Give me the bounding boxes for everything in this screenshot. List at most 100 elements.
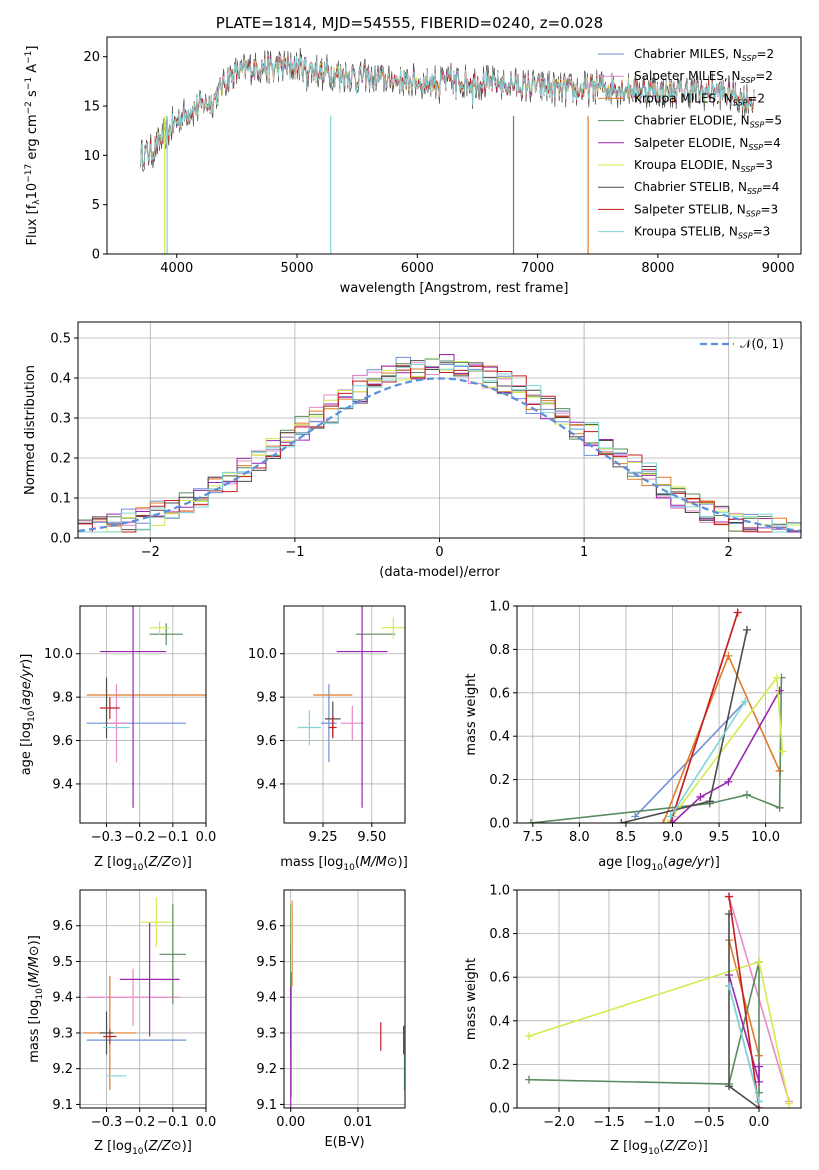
- label-part: age [log: [19, 722, 34, 775]
- y-tick-label: 0.2: [50, 452, 71, 467]
- weight-marker: [666, 812, 675, 821]
- x-axis-label: Z [log10(Z/Z⊙)]: [94, 855, 192, 873]
- legend-entry: Chabrier MILES, NSSP=2: [634, 47, 774, 63]
- weight-line-8: [728, 896, 760, 1108]
- label-part: (: [144, 855, 149, 870]
- label-part: Z [log: [610, 1139, 648, 1154]
- legend-sub: SSP: [747, 187, 762, 196]
- weight-marker: [755, 1097, 763, 1106]
- axes-frame: [106, 36, 802, 255]
- spectrum-line-7: [140, 47, 755, 172]
- spectrum-lines: [140, 47, 755, 254]
- axes-frame: [79, 889, 207, 1109]
- label-part: Flux [f: [25, 204, 40, 245]
- x-axis-label: mass [log10(M/M⊙)]: [280, 855, 408, 873]
- x-tick-label: 5000: [280, 261, 313, 276]
- label-part: )]: [182, 1139, 192, 1154]
- x-tick-label: 0.0: [749, 1115, 770, 1130]
- x-axis-label: Z [log10(Z/Z⊙)]: [94, 1139, 192, 1157]
- weight-marker: [772, 673, 781, 682]
- y-tick-label: 20: [83, 50, 100, 65]
- x-tick-label: 8.0: [569, 830, 590, 845]
- y-tick-label: 0.0: [50, 532, 71, 547]
- y-tick-label: 9.1: [52, 1098, 73, 1113]
- label-italic: M/M⊙: [27, 945, 42, 983]
- legend-name: Kroupa ELODIE, N: [634, 158, 741, 172]
- weight-marker: [742, 790, 751, 799]
- label-italic: age/yr: [668, 855, 711, 870]
- label-sub: 10: [35, 988, 45, 1000]
- label-part: 10: [25, 183, 40, 200]
- x-tick-label: −2: [141, 545, 160, 560]
- y-axis-label: mass weight: [464, 673, 479, 755]
- y-tick-label: 9.4: [256, 777, 277, 792]
- y-tick-label: 0.6: [489, 686, 510, 701]
- label-part: s: [25, 90, 40, 101]
- label-part: (: [144, 1139, 149, 1154]
- label-italic: Z/Z⊙: [664, 1139, 698, 1154]
- weight-marker: [778, 747, 787, 756]
- x-tick-label: 2: [725, 545, 733, 560]
- y-tick-label: 0.1: [50, 492, 71, 507]
- weight-line-8: [669, 612, 739, 823]
- label-sub: 10: [27, 710, 37, 722]
- y-tick-label: 1.0: [489, 884, 510, 899]
- label-part: )]: [698, 1139, 708, 1154]
- y-tick-label: 10.0: [248, 647, 277, 662]
- label-sub: 10: [343, 863, 355, 873]
- label-part: (: [660, 1139, 665, 1154]
- y-tick-label: 9.3: [256, 1026, 277, 1041]
- axes-frame: [79, 605, 207, 824]
- legend-suffix: =5: [764, 114, 782, 128]
- legend-entry: Salpeter ELODIE, NSSP=4: [634, 136, 781, 152]
- weight-line-5: [671, 690, 781, 823]
- label-part: (: [355, 855, 360, 870]
- axes-frame: [283, 605, 406, 824]
- x-tick-label: 0.01: [343, 1115, 372, 1130]
- label-part: )]: [19, 654, 34, 664]
- weight-marker: [668, 819, 677, 823]
- x-tick-label: 7000: [521, 261, 554, 276]
- y-tick-label: 9.3: [52, 1026, 73, 1041]
- x-tick-label: −0.3: [91, 830, 123, 845]
- label-sub: 10: [648, 1147, 660, 1157]
- y-tick-label: 10.0: [44, 647, 73, 662]
- legend-suffix: =2: [756, 47, 774, 61]
- x-tick-label: −1.5: [593, 1115, 625, 1130]
- legend-sub: SSP: [741, 76, 756, 85]
- x-tick-label: 0.0: [196, 830, 217, 845]
- errorbars: [86, 606, 206, 808]
- x-tick-label: −0.1: [157, 1115, 189, 1130]
- label-part: −1: [24, 77, 34, 90]
- weight-marker: [705, 797, 714, 806]
- weight-marker: [742, 625, 751, 634]
- legend-sub: SSP: [741, 165, 756, 174]
- y-axis-label: Normed distribution: [23, 365, 38, 495]
- legend-entry: Salpeter MILES, NSSP=2: [634, 69, 773, 85]
- legend-suffix: =3: [753, 225, 771, 239]
- x-tick-label: −0.5: [693, 1115, 725, 1130]
- histograms: [78, 353, 801, 533]
- legend-sub: SSP: [738, 232, 753, 241]
- y-tick-label: 0.4: [489, 730, 510, 745]
- weight-marker: [755, 1077, 763, 1086]
- errorbars: [297, 606, 405, 808]
- label-part: −17: [24, 164, 34, 183]
- weight-marker: [724, 651, 733, 660]
- y-tick-label: 10: [83, 149, 100, 164]
- weight-marker: [525, 1032, 533, 1041]
- weight-marker: [733, 608, 742, 617]
- x-tick-label: 0: [435, 545, 443, 560]
- legend-suffix: =2: [747, 91, 765, 105]
- label-italic: age/yr: [19, 662, 34, 705]
- x-tick-label: 8.5: [616, 830, 637, 845]
- y-tick-label: 9.4: [52, 991, 73, 1006]
- y-tick-label: 0.6: [489, 971, 510, 986]
- label-part: Z [log: [94, 1139, 132, 1154]
- chart-title: PLATE=1814, MJD=54555, FIBERID=0240, z=0…: [216, 14, 603, 32]
- x-tick-label: 10.0: [751, 830, 780, 845]
- y-tick-label: 9.2: [256, 1062, 277, 1077]
- x-tick-label: 6000: [401, 261, 434, 276]
- legend-entry: 𝒩(0, 1): [740, 337, 784, 351]
- legend-sub: SSP: [750, 121, 765, 130]
